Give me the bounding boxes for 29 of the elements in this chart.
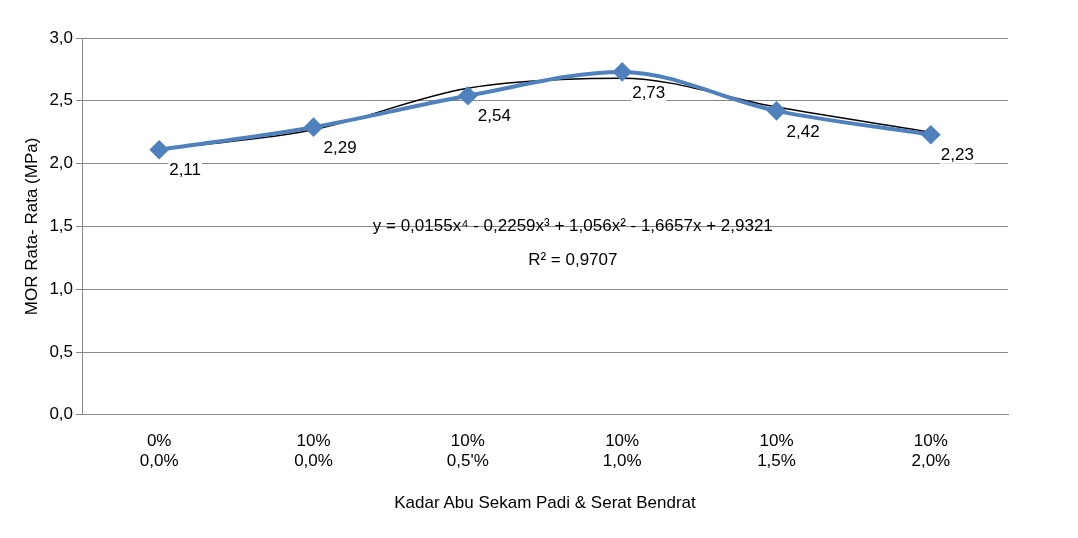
y-tick-label: 2,5	[49, 90, 74, 110]
y-tick-label: 2,0	[49, 153, 74, 173]
point	[304, 118, 323, 137]
x-tick-label: 10% 0,0%	[294, 430, 333, 471]
x-tick-label: 0% 0,0%	[139, 430, 179, 471]
point	[921, 125, 940, 144]
x-tick-label: 10% 2,0%	[911, 430, 951, 471]
data-label: 2,42	[786, 121, 820, 141]
y-tick-label: 0,5	[49, 341, 74, 361]
annotation: y = 0,0155x⁴ - 0,2259x³ + 1,056x² - 1,6657x + 2,9321	[372, 216, 773, 236]
y-tick-label: 3,0	[49, 27, 74, 47]
y-tick-label: 1,5	[49, 216, 74, 236]
point	[458, 86, 477, 105]
y-tick-label: 0,0	[49, 404, 74, 424]
x-tick-label: 10% 0,5'%	[446, 430, 489, 471]
data-label: 2,54	[477, 106, 511, 126]
y-axis-title: MOR Rata- Rata (MPa)	[21, 137, 41, 316]
data-label: 2,11	[169, 160, 202, 180]
x-tick-label: 10% 1,0%	[602, 430, 642, 471]
x-axis-title: Kadar Abu Sekam Padi & Serat Bendrat	[394, 493, 697, 513]
point	[613, 62, 632, 81]
y-tick-label: 1,0	[49, 278, 74, 298]
point	[767, 101, 786, 120]
x-tick-label: 10% 1,5%	[757, 430, 796, 471]
data-label: 2,23	[940, 145, 974, 165]
annotation: R² = 0,9707	[528, 250, 618, 269]
data-label: 2,73	[632, 82, 666, 102]
point	[150, 140, 169, 159]
data-label: 2,29	[323, 137, 357, 157]
